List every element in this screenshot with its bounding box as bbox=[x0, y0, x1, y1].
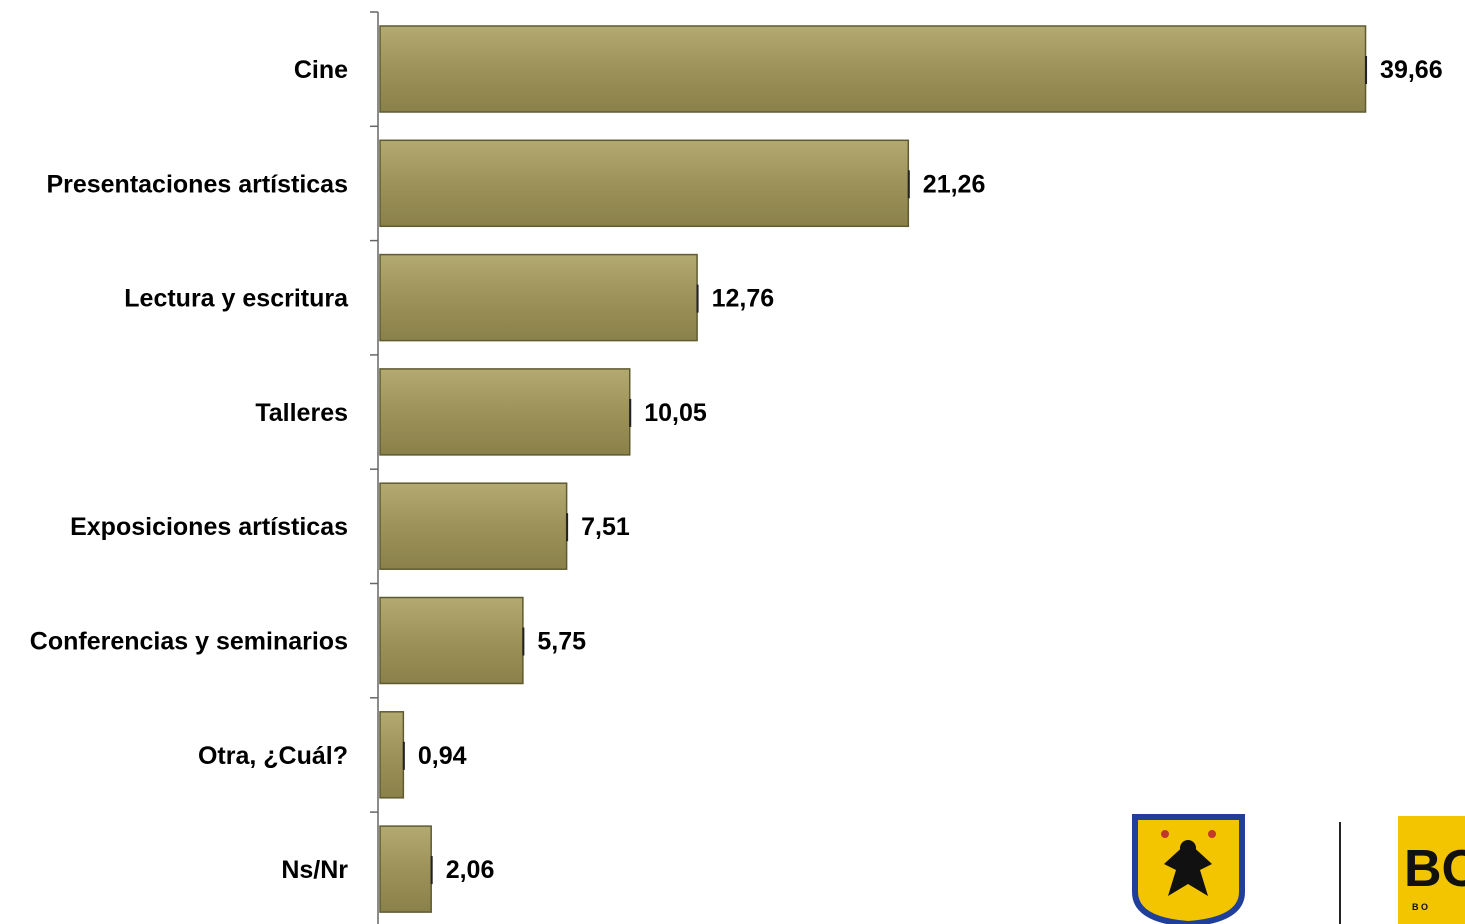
bar bbox=[379, 368, 631, 456]
logos-area: BO B O bbox=[1132, 814, 1465, 924]
value-label: 21,26 bbox=[923, 170, 986, 198]
value-label: 2,06 bbox=[446, 856, 495, 884]
value-label: 5,75 bbox=[537, 628, 586, 656]
bar bbox=[379, 253, 698, 342]
category-label: Otra, ¿Cuál? bbox=[198, 742, 348, 770]
value-label: 10,05 bbox=[644, 399, 707, 427]
bar bbox=[379, 825, 432, 913]
category-label: Presentaciones artísticas bbox=[46, 170, 348, 198]
category-label: Cine bbox=[294, 56, 348, 84]
bars-group bbox=[379, 25, 1368, 913]
coat-of-arms-icon bbox=[1132, 814, 1245, 924]
value-labels: 39,66 21,26 12,76 10,05 7,51 5,75 0,94 2,06 bbox=[418, 56, 1443, 884]
bar bbox=[379, 596, 524, 685]
bogota-logo-text: BO bbox=[1404, 840, 1465, 898]
category-labels: Cine Presentaciones artísticas Lectura y e… bbox=[30, 56, 349, 884]
value-label: 12,76 bbox=[712, 285, 775, 313]
category-label: Lectura y escritura bbox=[124, 285, 349, 313]
bar bbox=[379, 139, 910, 228]
bar bbox=[379, 25, 1367, 113]
bogota-logo-subtext: B O bbox=[1412, 902, 1428, 912]
value-label: 39,66 bbox=[1380, 56, 1443, 84]
y-axis bbox=[370, 11, 379, 924]
category-label: Ns/Nr bbox=[281, 856, 348, 884]
bogota-logo-icon: BO B O bbox=[1398, 816, 1465, 924]
category-label: Exposiciones artísticas bbox=[70, 513, 348, 541]
category-label: Talleres bbox=[255, 399, 348, 427]
value-label: 0,94 bbox=[418, 742, 467, 770]
bar bbox=[379, 711, 405, 799]
bar bbox=[379, 482, 568, 570]
value-label: 7,51 bbox=[581, 513, 630, 541]
category-label: Conferencias y seminarios bbox=[30, 628, 348, 656]
